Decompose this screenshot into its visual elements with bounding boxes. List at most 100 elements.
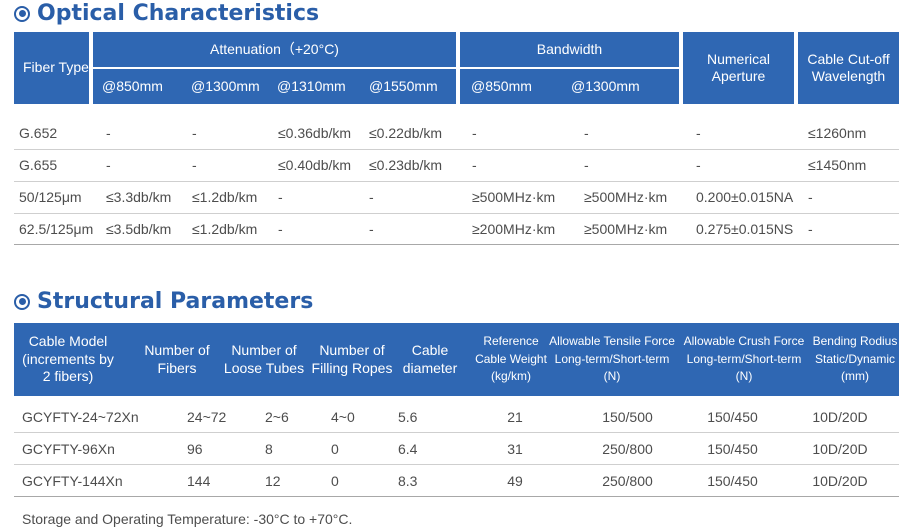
header-tensile-line: Allowable Tensile Force xyxy=(549,334,675,349)
optical-value-cell: - xyxy=(584,156,589,173)
subheader-att-850: @850mm xyxy=(102,77,163,94)
header-bending: Bending Rodius Static/Dynamic (mm) xyxy=(810,323,900,396)
header-bending-line: Bending Rodius xyxy=(812,334,898,349)
fiber-type-cell: 62.5/125μm xyxy=(19,220,94,237)
header-bending-line: (mm) xyxy=(841,369,869,384)
optical-title-text: Optical Characteristics xyxy=(37,1,320,26)
structural-value-cell: 2~6 xyxy=(265,408,289,425)
subheader-bw-850: @850mm xyxy=(471,77,532,94)
structural-section-title: Structural Parameters xyxy=(14,289,313,314)
header-tensile-line: (N) xyxy=(603,369,621,384)
structural-value-cell: 21 xyxy=(507,408,523,425)
header-fiber-type: Fiber Type xyxy=(14,32,89,104)
subheader-bw-1300: @1300mm xyxy=(571,77,640,94)
header-bandwidth: Bandwidth xyxy=(460,32,679,67)
header-weight-line: Reference xyxy=(483,334,539,349)
optical-value-cell: ≤1.2db/km xyxy=(192,220,258,237)
header-model-line: (increments by xyxy=(22,350,114,367)
table-bottom-border xyxy=(14,496,899,497)
structural-value-cell: 10D/20D xyxy=(812,440,868,457)
optical-value-cell: ≥500MHz·km xyxy=(584,188,668,205)
optical-value-cell: 0.200±0.015NA xyxy=(696,188,794,205)
structural-header-bar xyxy=(14,323,899,396)
optical-value-cell: - xyxy=(192,124,197,141)
structural-value-cell: 0 xyxy=(331,472,339,489)
optical-section-title: Optical Characteristics xyxy=(14,1,319,26)
target-bullet-icon xyxy=(14,293,30,310)
target-bullet-icon xyxy=(14,5,30,22)
optical-value-cell: - xyxy=(584,124,589,141)
structural-value-cell: 250/800 xyxy=(602,440,653,457)
header-numerical-aperture: Numerical Aperture xyxy=(683,32,794,104)
optical-value-cell: ≤1.2db/km xyxy=(192,188,258,205)
header-diameter-line: Cable xyxy=(411,342,449,358)
optical-value-cell: - xyxy=(106,124,111,141)
optical-value-cell: - xyxy=(278,188,283,205)
optical-value-cell: ≥200MHz·km xyxy=(472,220,556,237)
structural-value-cell: 250/800 xyxy=(602,472,653,489)
header-tensile: Allowable Tensile Force Long-term/Short-t… xyxy=(545,323,679,396)
header-tubes-line: Number of xyxy=(231,342,297,358)
header-crush-line: (N) xyxy=(735,369,753,384)
structural-value-cell: 0 xyxy=(331,440,339,457)
row-divider xyxy=(14,464,899,465)
optical-value-cell: ≤0.23db/km xyxy=(369,156,443,173)
structural-value-cell: 10D/20D xyxy=(812,472,868,489)
header-model-line: Cable Model xyxy=(28,333,108,350)
structural-value-cell: 150/450 xyxy=(707,440,758,457)
optical-value-cell: - xyxy=(278,220,283,237)
storage-temperature-note: Storage and Operating Temperature: -30°C… xyxy=(22,511,353,527)
structural-value-cell: 24~72 xyxy=(187,408,227,425)
optical-value-cell: - xyxy=(369,188,374,205)
header-crush-line: Long-term/Short-term xyxy=(686,351,802,366)
subheader-att-1310: @1310mm xyxy=(277,77,346,94)
structural-title-text: Structural Parameters xyxy=(37,289,314,314)
fiber-type-cell: 50/125μm xyxy=(19,188,82,205)
subheader-att-1550: @1550mm xyxy=(369,77,438,94)
optical-value-cell: - xyxy=(106,156,111,173)
row-divider xyxy=(14,432,899,433)
optical-value-cell: ≥500MHz·km xyxy=(472,188,556,205)
optical-value-cell: ≥500MHz·km xyxy=(584,220,668,237)
header-diameter: Cable diameter xyxy=(397,323,463,396)
header-fibers: Number of Fibers xyxy=(137,323,217,396)
structural-value-cell: 150/500 xyxy=(602,408,653,425)
cable-model-cell: GCYFTY-96Xn xyxy=(22,440,115,457)
row-divider xyxy=(14,181,899,182)
header-weight-line: (kg/km) xyxy=(491,369,531,384)
optical-value-cell: - xyxy=(472,124,477,141)
structural-value-cell: 144 xyxy=(187,472,211,489)
attenuation-subheader-row: @850mm @1300mm @1310mm @1550mm xyxy=(93,69,456,104)
header-ropes: Number of Filling Ropes xyxy=(307,323,397,396)
header-fibers-line: Fibers xyxy=(157,359,197,376)
optical-value-cell: - xyxy=(808,188,813,205)
header-ropes-line: Filling Ropes xyxy=(311,359,393,376)
structural-value-cell: 49 xyxy=(507,472,523,489)
structural-value-cell: 96 xyxy=(187,440,203,457)
row-divider xyxy=(14,149,899,150)
header-fibers-line: Number of xyxy=(144,342,210,358)
structural-value-cell: 150/450 xyxy=(707,408,758,425)
table-bottom-border xyxy=(14,244,899,245)
optical-value-cell: ≤0.22db/km xyxy=(369,124,443,141)
cable-model-cell: GCYFTY-24~72Xn xyxy=(22,408,139,425)
header-weight-line: Cable Weight xyxy=(475,351,547,366)
optical-value-cell: ≤3.5db/km xyxy=(106,220,172,237)
header-weight: Reference Cable Weight (kg/km) xyxy=(466,323,556,396)
structural-value-cell: 12 xyxy=(265,472,281,489)
header-crush-line: Allowable Crush Force xyxy=(683,334,805,349)
row-divider xyxy=(14,213,899,214)
fiber-type-cell: G.652 xyxy=(19,124,58,141)
structural-value-cell: 4~0 xyxy=(331,408,355,425)
optical-value-cell: - xyxy=(808,220,813,237)
header-diameter-line: diameter xyxy=(402,359,458,376)
structural-value-cell: 31 xyxy=(507,440,523,457)
header-cutoff-wavelength: Cable Cut-off Wavelength xyxy=(798,32,899,104)
structural-value-cell: 8.3 xyxy=(398,472,418,489)
cable-model-cell: GCYFTY-144Xn xyxy=(22,472,123,489)
header-ropes-line: Number of xyxy=(319,342,385,358)
structural-value-cell: 10D/20D xyxy=(812,408,868,425)
header-model-line: 2 fibers) xyxy=(42,368,94,385)
structural-value-cell: 150/450 xyxy=(707,472,758,489)
bandwidth-subheader-row: @850mm @1300mm xyxy=(460,69,679,104)
